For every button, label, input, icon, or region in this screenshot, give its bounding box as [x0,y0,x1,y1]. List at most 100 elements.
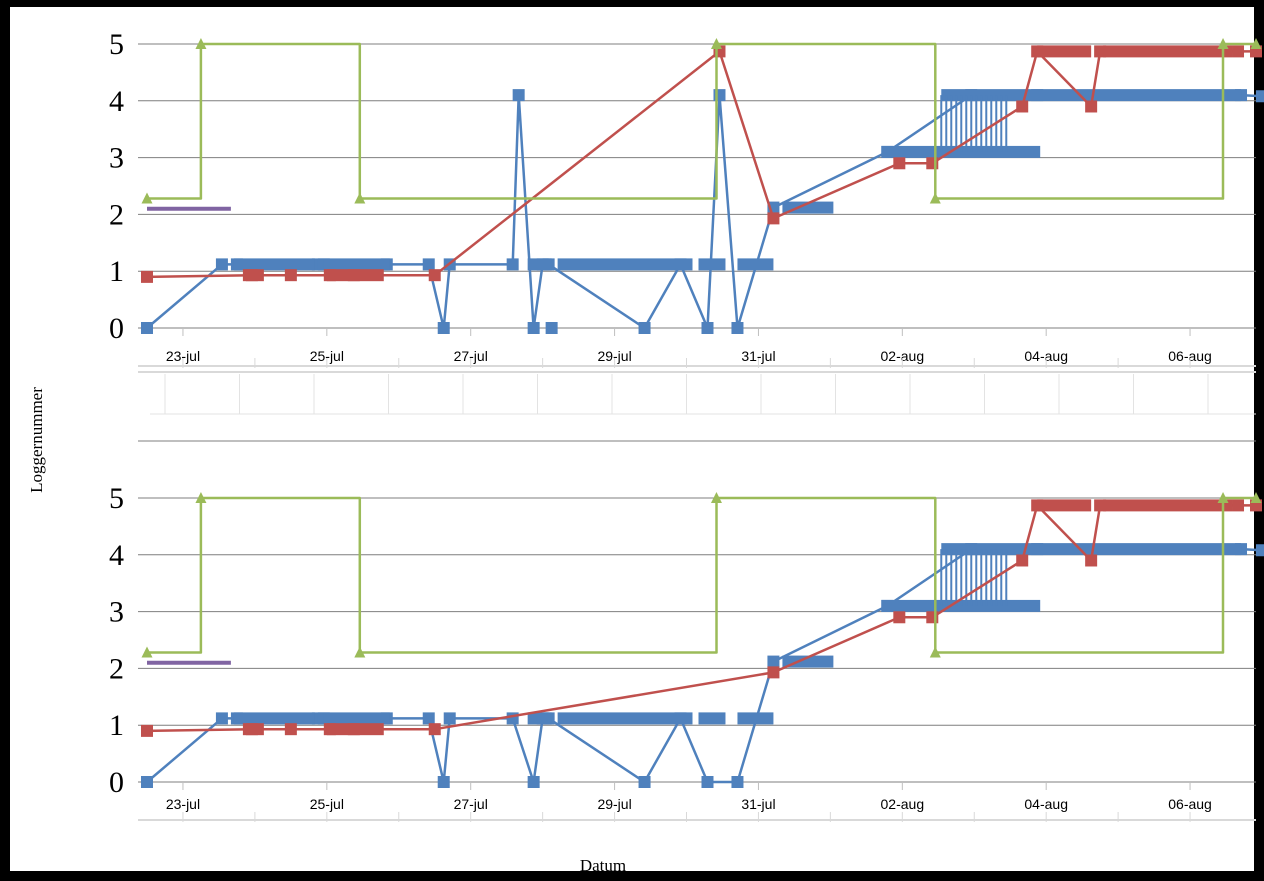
red-series-line [146,50,1256,279]
x-tick-label: 27-jul [454,348,488,364]
x-tick-label: 25-jul [310,348,344,364]
x-axis-title: Datum [580,856,626,875]
green-series-line [147,42,1256,200]
blue-series-point [1255,544,1264,557]
green-series-line [147,496,1256,654]
y-tick-label: 4 [109,539,124,572]
blue-series-cluster [323,712,390,725]
y-tick-label: 1 [109,709,124,742]
green-series-point [1217,38,1229,49]
y-tick-label: 0 [109,766,124,799]
blue-series-point [638,776,651,788]
red-series-point [1016,100,1029,113]
x-tick-label: 27-jul [454,796,488,812]
blue-series-point [527,776,540,788]
blue-series-point [437,776,450,788]
blue-series-point [1255,90,1264,103]
blue-series-cluster [941,89,1242,102]
chart-panel-top: 0 1 2 3 4 5 23-jul 25-jul 27-jul 29-jul 31-jul 02-a… [109,28,1264,368]
blue-series-point [215,258,228,271]
x-tick-label: 02-aug [881,348,925,364]
red-series-point [767,666,780,679]
red-series-point [767,212,780,225]
blue-series-point [506,258,519,271]
blue-series-point [443,712,456,725]
x-tick-label: 06-aug [1168,348,1212,364]
y-tick-label: 1 [109,255,124,288]
red-series-point [140,270,153,283]
blue-series-line [146,547,1263,784]
x-tick-label: 06-aug [1168,796,1212,812]
red-series-cluster [242,723,264,736]
y-tick-label: 2 [109,198,124,231]
blue-series-point [437,322,450,334]
x-tick-label: 31-jul [741,348,775,364]
green-series-point [1250,492,1262,503]
green-series-point [141,646,153,658]
blue-series-cluster [233,712,315,725]
x-tick-label: 23-jul [166,796,200,812]
red-series-point [1232,499,1245,512]
blue-series-point [701,776,714,788]
blue-series-point [767,655,780,668]
blue-series-point [140,322,153,334]
x-tick-label: 04-aug [1024,796,1068,812]
y-axis-title: Loggernummer [27,387,46,493]
blue-series-point [215,712,228,725]
blue-series-point [731,776,744,788]
x-tick-label: 29-jul [597,796,631,812]
x-tick-label: 31-jul [741,796,775,812]
blue-series-cluster [941,543,1242,556]
blue-series-cluster [527,712,552,725]
x-tick-label: 04-aug [1024,348,1068,364]
green-series-point [354,192,366,204]
blue-series-point [731,322,744,334]
red-series-point [284,723,297,736]
blue-series-cluster [782,201,834,214]
blue-series-line [146,93,1263,330]
y-tick-label: 0 [109,312,124,345]
chart-panel-bottom: 0 1 2 3 4 5 23-jul 25-jul 27-jul 29-jul 31-jul 02-a… [109,482,1264,822]
y-tick-label: 5 [109,482,124,515]
blue-series-point [512,89,525,102]
blue-series-point [422,258,435,271]
blue-series-point [638,322,651,334]
red-series-point [284,269,297,282]
x-tick-label: 02-aug [881,796,925,812]
blue-series-cluster [233,258,315,271]
green-series-point [195,38,207,49]
y-tick-label: 4 [109,85,124,118]
blue-series-cluster [737,712,774,725]
red-series-point [1232,45,1245,58]
green-series-point [710,492,722,503]
green-series-point [141,192,153,204]
red-series-point [1016,554,1029,567]
green-series-point [354,646,366,658]
red-series-point [893,611,906,624]
red-series-cluster [242,269,264,282]
y-tick-label: 5 [109,28,124,61]
blue-series-point [527,322,540,334]
green-series-point [710,38,722,49]
blue-series-cluster [323,258,390,271]
blue-series-cluster [737,258,774,271]
green-series-point [929,192,941,204]
blue-series-cluster [557,258,693,271]
red-series-point [428,269,441,282]
blue-series-cluster [698,712,726,725]
red-series-point [140,724,153,737]
x-tick-label: 29-jul [597,348,631,364]
red-series-point [1085,554,1098,567]
blue-series-point [422,712,435,725]
red-series-line [146,504,1256,733]
green-series-point [929,646,941,658]
blue-series-cluster [527,258,552,271]
green-series-point [1250,38,1262,49]
red-series-cluster [1037,499,1092,512]
red-series-point [428,723,441,736]
blue-series-cluster [545,322,558,334]
y-tick-label: 3 [109,596,124,629]
x-tick-label: 25-jul [310,796,344,812]
blue-series-cluster [782,655,834,668]
red-series-cluster [1103,45,1233,58]
